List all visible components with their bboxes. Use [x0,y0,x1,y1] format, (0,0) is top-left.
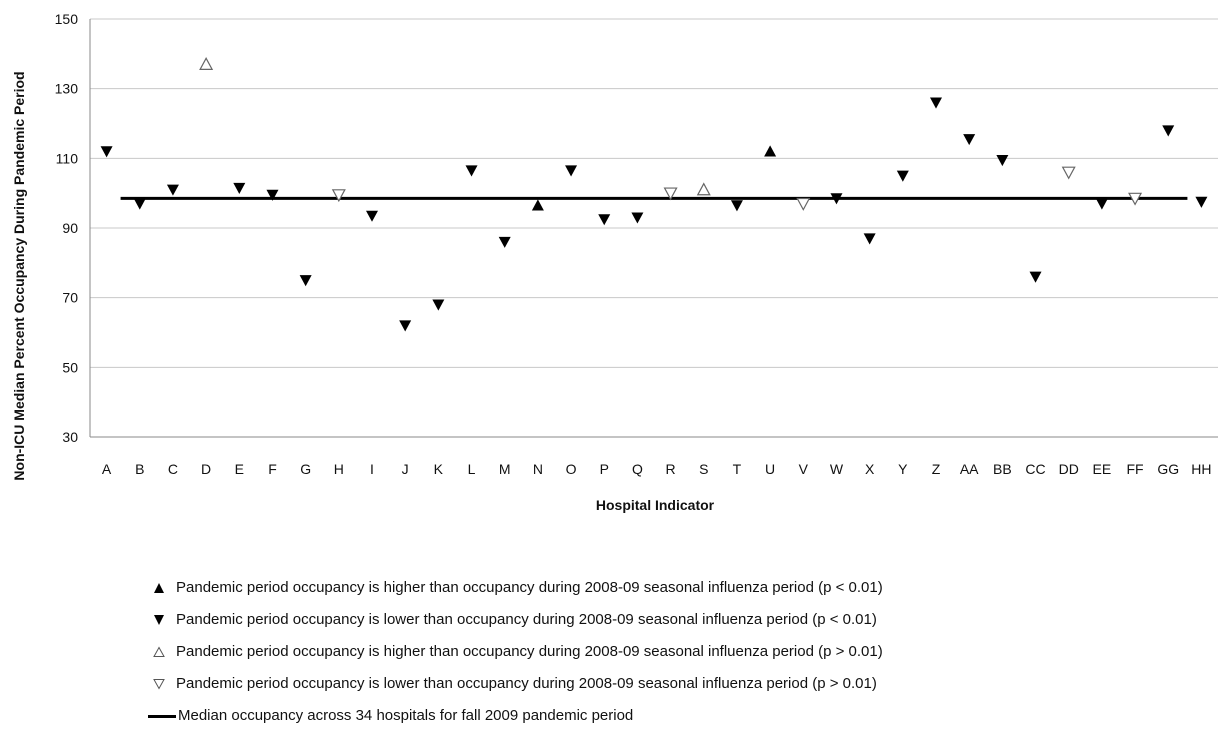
data-point [366,210,378,222]
data-point [465,165,478,177]
x-tick-label: H [334,461,344,477]
legend-label: Median occupancy across 34 hospitals for… [178,707,634,724]
data-point [432,299,445,311]
x-tick-label: F [268,461,277,477]
gridlines [89,18,1218,438]
x-tick-label: J [402,461,409,477]
legend-label: Pandemic period occupancy is higher than… [176,643,883,660]
data-point [1029,271,1042,283]
x-tick-label: U [765,461,775,477]
x-tick-label: R [666,461,676,477]
data-point [1061,166,1076,180]
y-tick-label: 110 [56,150,79,166]
x-tick-label: CC [1025,461,1045,477]
data-point [730,200,743,212]
data-point [696,182,711,196]
x-tick-label: K [434,461,444,477]
open-down-triangle-icon [148,678,170,690]
x-tick-label: GG [1157,461,1179,477]
x-tick-label: N [533,461,543,477]
x-tick-label: V [799,461,809,477]
x-tick-label: G [300,461,311,477]
y-tick-label: 50 [62,359,78,375]
x-tick-label: M [499,461,511,477]
legend-item-median-line: Median occupancy across 34 hospitals for… [148,700,883,732]
data-point [1128,192,1143,206]
x-tick-label: A [102,461,112,477]
x-tick-label: L [468,461,476,477]
legend-item-higher-sig: Pandemic period occupancy is higher than… [148,572,883,604]
x-tick-label: Q [632,461,643,477]
data-point [100,146,113,158]
filled-up-triangle-icon [148,582,170,594]
y-axis-title: Non-ICU Median Percent Occupancy During … [11,71,27,480]
legend-item-higher-nonsig: Pandemic period occupancy is higher than… [148,636,883,668]
x-tick-label: O [566,461,577,477]
y-tick-label: 130 [55,81,79,97]
x-tick-label: DD [1059,461,1079,477]
data-point [896,170,909,182]
y-tick-label: 90 [62,220,78,236]
x-tick-label: C [168,461,178,477]
x-tick-label: X [865,461,875,477]
x-tick-label: T [733,461,742,477]
data-point [266,189,279,201]
data-point [1095,198,1108,210]
data-point [863,233,876,245]
x-tick-label: AA [960,461,979,477]
x-tick-label: W [830,461,844,477]
y-tick-label: 150 [55,11,79,27]
data-point [963,134,976,146]
x-tick-labels: A B C D E F G H I J K L M N O P Q R S T U V W X Y Z AA BB CC DD EE FF GG… [102,461,1212,477]
data-point [531,199,544,211]
data-point [996,154,1009,167]
data-point [199,57,214,70]
data-point [331,189,346,203]
open-up-triangle-icon [148,646,170,658]
filled-down-triangle-icon [148,614,170,626]
legend-label: Pandemic period occupancy is higher than… [176,579,883,596]
y-tick-label: 30 [62,429,78,445]
data-point [565,165,578,177]
data-point [1162,125,1175,137]
data-point [830,193,843,205]
y-tick-labels: 30 50 70 90 110 130 150 [55,11,79,445]
data-point [930,97,942,109]
legend-item-lower-nonsig: Pandemic period occupancy is lower than … [148,668,883,700]
data-point [498,236,511,248]
legend-item-lower-sig: Pandemic period occupancy is lower than … [148,604,883,636]
x-tick-label: E [235,461,244,477]
data-point [764,145,777,157]
x-tick-label: S [699,461,708,477]
scatter-chart: 30 50 70 90 110 130 150 A B C D E F G H I J K L M N O P Q R S T U V… [11,11,1218,513]
x-tick-label: Y [898,461,908,477]
x-axis-title: Hospital Indicator [596,497,715,513]
x-tick-label: P [600,461,609,477]
data-point [233,182,246,194]
data-point [299,275,312,287]
x-tick-label: HH [1191,461,1211,477]
x-tick-label: BB [993,461,1012,477]
x-tick-label: EE [1093,461,1112,477]
x-tick-label: FF [1127,461,1144,477]
x-tick-label: Z [932,461,941,477]
data-point [796,197,811,211]
x-tick-label: I [370,461,374,477]
legend-label: Pandemic period occupancy is lower than … [176,611,877,628]
data-point [631,212,644,224]
x-tick-label: D [201,461,211,477]
legend: Pandemic period occupancy is higher than… [148,572,883,732]
data-point [133,198,146,210]
legend-label: Pandemic period occupancy is lower than … [176,675,877,692]
data-point [1195,196,1208,208]
data-point [399,320,412,332]
data-point [663,187,678,201]
x-tick-label: B [135,461,144,477]
data-point [598,214,611,226]
data-point [166,184,179,196]
median-line-icon [148,714,176,718]
data-markers [100,57,1208,332]
y-tick-label: 70 [62,290,78,306]
